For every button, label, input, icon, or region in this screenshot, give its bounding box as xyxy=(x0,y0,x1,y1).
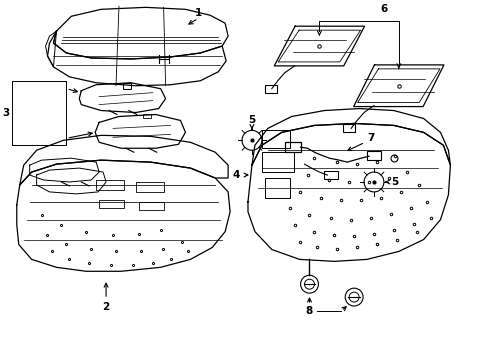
Bar xyxy=(366,151,380,160)
Text: 5: 5 xyxy=(390,177,397,187)
Bar xyxy=(99,200,123,208)
Bar xyxy=(264,178,289,198)
Bar xyxy=(262,130,289,148)
Text: 3: 3 xyxy=(2,108,10,117)
Bar xyxy=(262,152,293,172)
Bar xyxy=(264,85,276,93)
Bar xyxy=(136,182,163,192)
Text: 6: 6 xyxy=(380,4,387,14)
Text: 2: 2 xyxy=(102,302,109,312)
Text: 8: 8 xyxy=(305,306,312,316)
Text: 1: 1 xyxy=(194,8,202,18)
Bar xyxy=(142,113,150,118)
Text: 5: 5 xyxy=(248,116,255,126)
Bar xyxy=(324,171,338,179)
Bar xyxy=(343,125,354,132)
Text: 4: 4 xyxy=(232,170,240,180)
Bar xyxy=(96,180,123,190)
Text: 7: 7 xyxy=(366,133,374,143)
Bar xyxy=(122,83,131,89)
Bar xyxy=(139,202,163,210)
Bar xyxy=(284,142,300,152)
